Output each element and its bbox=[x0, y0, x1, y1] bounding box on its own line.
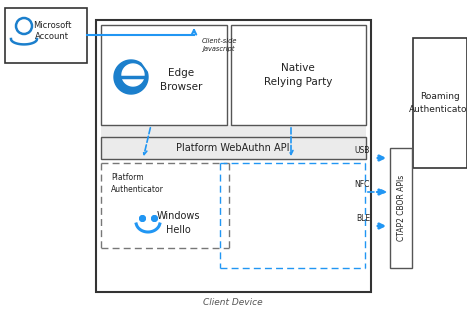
Text: CTAP2 CBOR APIs: CTAP2 CBOR APIs bbox=[396, 175, 405, 241]
Text: USB: USB bbox=[354, 146, 370, 155]
Text: Native
Relying Party: Native Relying Party bbox=[264, 63, 332, 87]
Text: Client-side
Javascript: Client-side Javascript bbox=[202, 38, 238, 52]
Bar bbox=[101, 125, 366, 137]
Text: Platform WebAuthn API: Platform WebAuthn API bbox=[176, 143, 290, 153]
Polygon shape bbox=[114, 60, 148, 94]
Bar bbox=[101, 137, 366, 159]
Bar bbox=[231, 25, 366, 125]
Polygon shape bbox=[122, 64, 144, 86]
Text: Platform
Authenticator: Platform Authenticator bbox=[111, 173, 164, 194]
Bar bbox=[390, 148, 412, 268]
Text: BLE: BLE bbox=[356, 214, 370, 223]
Text: Microsoft
Account: Microsoft Account bbox=[33, 21, 71, 41]
Bar bbox=[5, 8, 87, 63]
Bar bbox=[96, 20, 371, 292]
Text: Edge
Browser: Edge Browser bbox=[160, 68, 202, 91]
Text: Roaming
Authenticator: Roaming Authenticator bbox=[409, 92, 467, 114]
Text: Windows
Hello: Windows Hello bbox=[156, 211, 200, 235]
Text: NFC: NFC bbox=[354, 180, 370, 189]
Bar bbox=[101, 25, 227, 125]
Text: Client Device: Client Device bbox=[203, 298, 263, 307]
Bar bbox=[413, 38, 467, 168]
